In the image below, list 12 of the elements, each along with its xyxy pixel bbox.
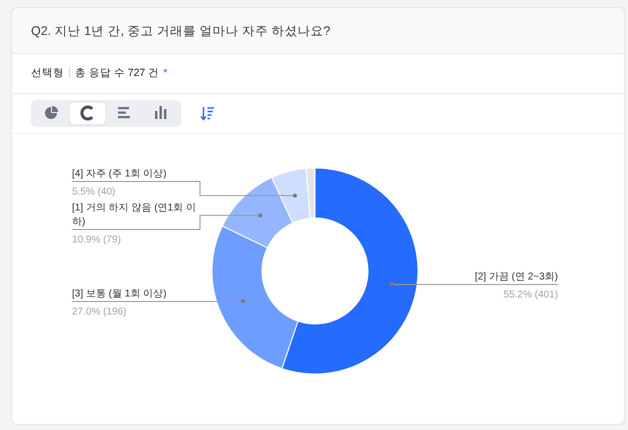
chart-subtitle: 선택형	[31, 67, 64, 79]
text: 총 응답 수 727 건	[75, 67, 160, 79]
data-label: 27.0% (196)	[72, 306, 126, 318]
data-label: 55.2% (401)	[504, 290, 558, 300]
slice-label: [3] 보통 (월 1회 이상)	[72, 288, 166, 300]
slice-label: [1] 거의 하지 않음 (연1회 이하)	[72, 202, 196, 228]
chart-title: Q2. 지난 1년 간, 중고 거래를 얼마나 자주 하셨나요?	[31, 24, 330, 38]
text: *	[163, 67, 168, 79]
slice-label: [2] 가끔 (연 2~3회)	[474, 272, 558, 282]
slice-label: [4] 자주 (주 1회 이상)	[72, 168, 166, 180]
data-label: 5.5% (40)	[72, 186, 116, 198]
data-label: 10.9% (79)	[72, 234, 121, 246]
